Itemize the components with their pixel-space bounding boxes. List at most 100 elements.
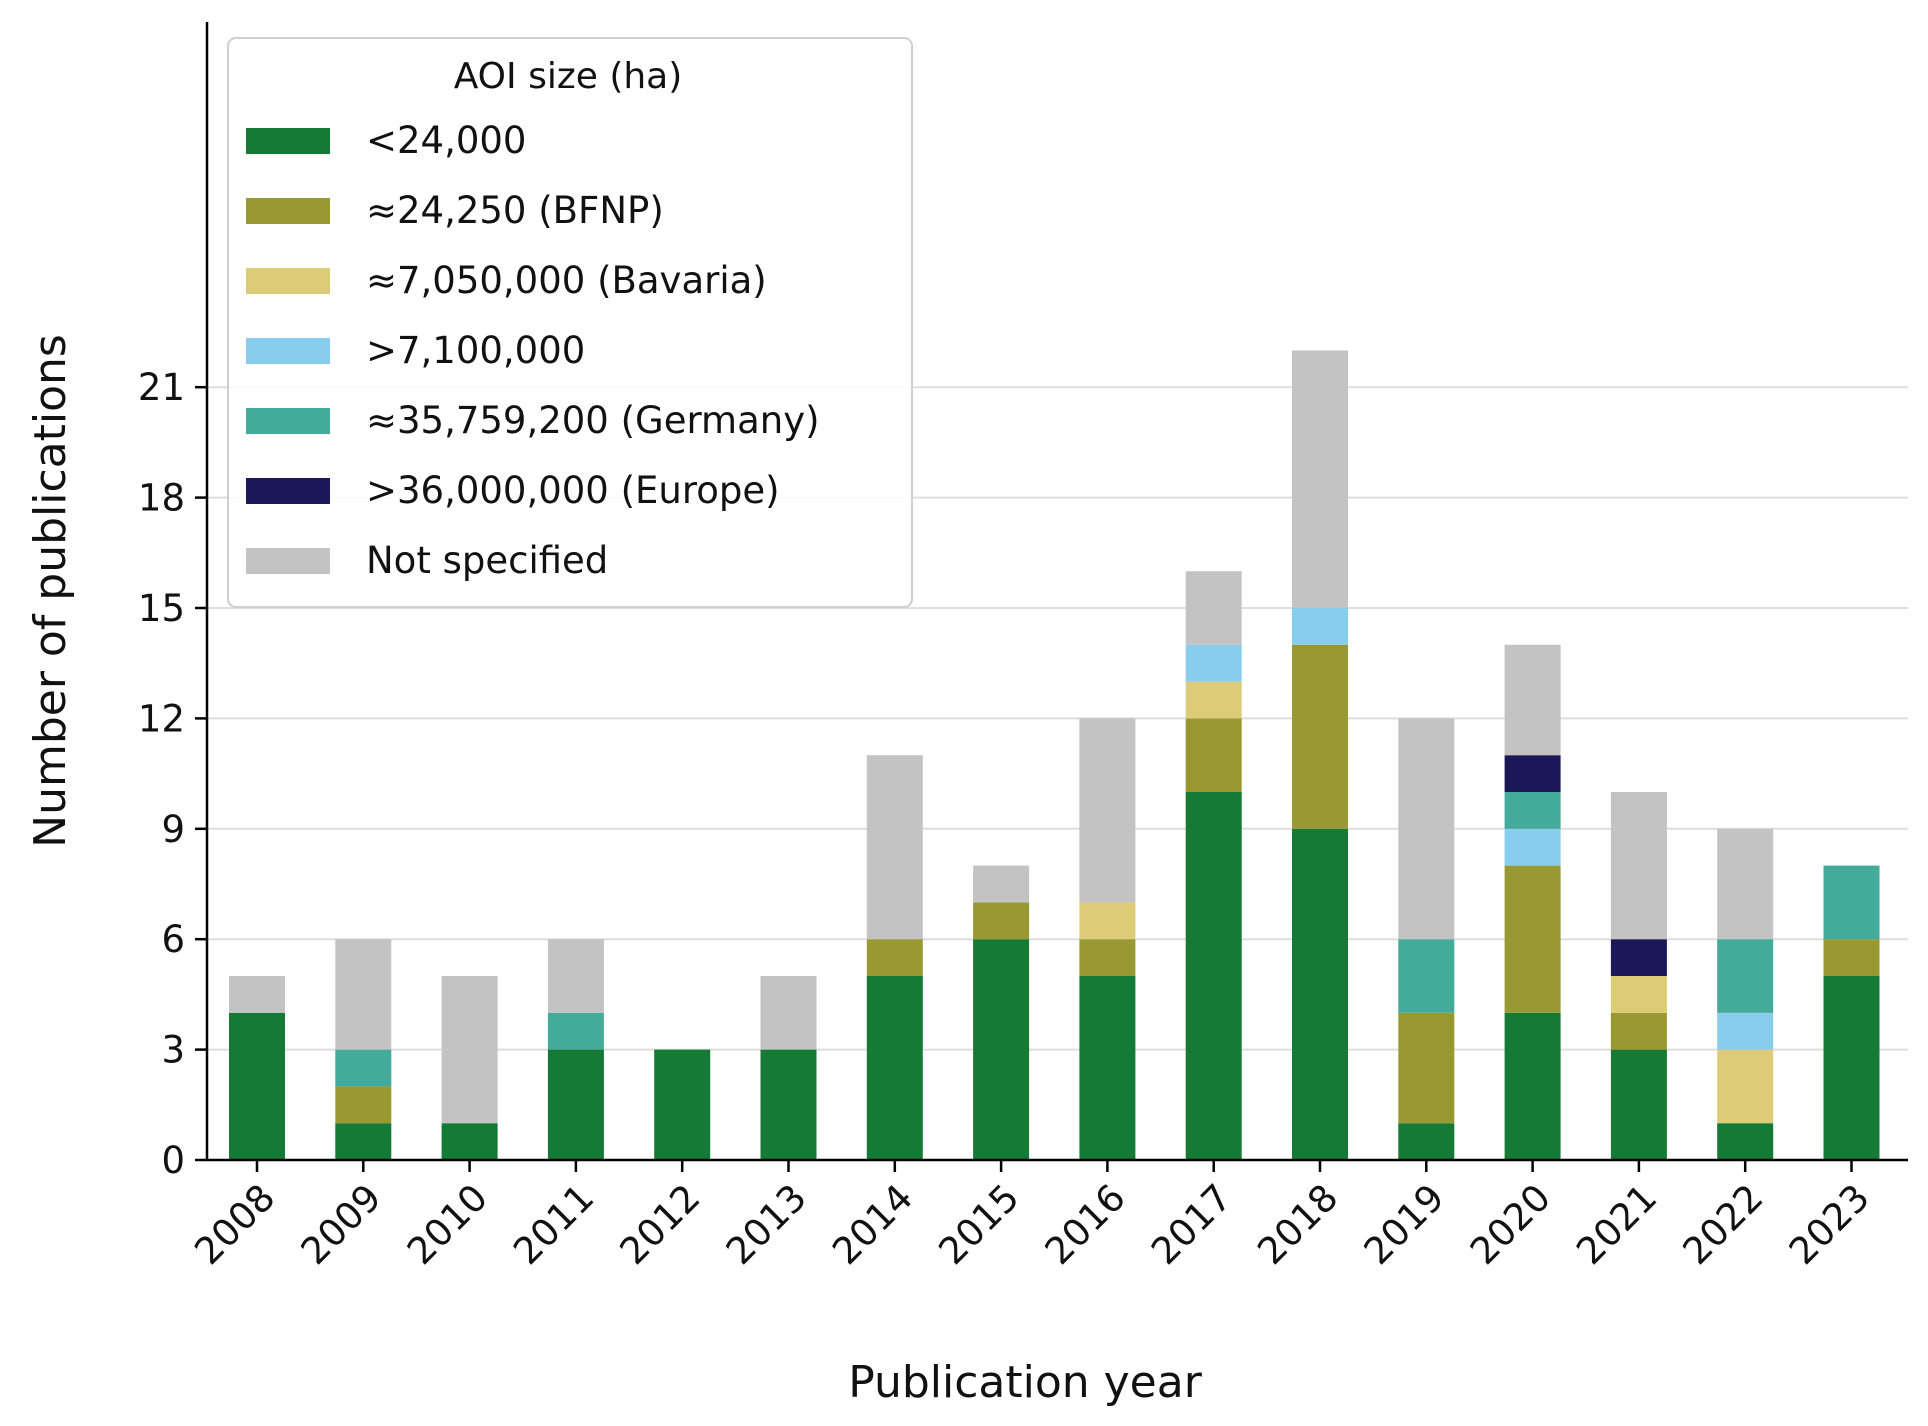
bar-2015-series-1	[973, 902, 1030, 940]
x-tick-label-2023: 2023	[1781, 1176, 1878, 1273]
legend-swatch-1	[246, 198, 330, 224]
x-tick-label-2014: 2014	[824, 1176, 921, 1273]
y-tick-label-9: 9	[161, 808, 185, 851]
y-tick-label-21: 21	[138, 366, 185, 409]
legend-label-3: >7,100,000	[366, 329, 585, 372]
bar-2010-series-6	[441, 976, 498, 1124]
bar-2021-series-2	[1610, 976, 1667, 1013]
bar-2013-series-6	[760, 976, 817, 1050]
legend-box	[227, 37, 913, 608]
bar-2018-series-1	[1292, 644, 1348, 829]
legend-label-2: ≈7,050,000 (Bavaria)	[366, 259, 767, 302]
bar-2022-series-4	[1717, 939, 1774, 1013]
legend-swatch-5	[246, 478, 330, 504]
x-tick-label-2017: 2017	[1143, 1176, 1240, 1273]
legend-swatch-3	[246, 338, 330, 364]
bar-2009-series-0	[335, 1123, 392, 1160]
bar-2022-series-3	[1717, 1012, 1774, 1050]
legend-entries: <24,000 ≈24,250 (BFNP) ≈7,050,000 (Bavaria…	[246, 119, 820, 582]
y-tick-label-15: 15	[138, 587, 185, 630]
bar-2022-series-2	[1717, 1049, 1774, 1124]
bar-2009-series-6	[335, 939, 392, 1050]
bar-2020-series-4	[1504, 792, 1561, 829]
x-tick-label-2009: 2009	[293, 1176, 390, 1273]
bar-2014-series-1	[866, 939, 923, 976]
bar-2023-series-0	[1823, 976, 1880, 1160]
bar-2018-series-6	[1292, 350, 1348, 608]
x-tick-label-2012: 2012	[612, 1176, 709, 1273]
legend-title: AOI size (ha)	[454, 56, 683, 97]
bar-2021-series-6	[1610, 792, 1667, 940]
bar-2016-series-1	[1079, 939, 1136, 976]
y-tick-label-3: 3	[161, 1029, 185, 1072]
bar-2020-series-3	[1504, 828, 1561, 866]
bar-2013-series-0	[760, 1049, 817, 1160]
bar-2019-series-1	[1398, 1012, 1455, 1124]
bar-2022-series-6	[1717, 828, 1774, 940]
legend-swatch-4	[246, 408, 330, 434]
legend-label-1: ≈24,250 (BFNP)	[366, 189, 664, 232]
bar-2011-series-6	[547, 939, 604, 1013]
bar-2017-series-6	[1185, 571, 1242, 645]
x-tick-label-2021: 2021	[1568, 1176, 1665, 1273]
legend-label-0: <24,000	[366, 119, 526, 162]
bar-2008-series-0	[229, 1012, 285, 1160]
legend-swatch-0	[246, 128, 330, 154]
bars	[229, 350, 1880, 1160]
bar-2019-series-0	[1398, 1123, 1455, 1160]
x-tick-label-2018: 2018	[1249, 1176, 1346, 1273]
x-tick-label-2016: 2016	[1037, 1176, 1134, 1273]
bar-2016-series-2	[1079, 902, 1136, 940]
bar-2018-series-0	[1292, 828, 1348, 1160]
bar-2011-series-4	[547, 1012, 604, 1050]
bar-2023-series-4	[1823, 865, 1880, 940]
bar-2020-series-0	[1504, 1012, 1561, 1160]
bar-2017-series-2	[1185, 681, 1242, 719]
bar-2009-series-4	[335, 1049, 392, 1087]
bar-2009-series-1	[335, 1086, 392, 1124]
y-ticks: 0 3 6 9 12 15 18 21	[138, 366, 207, 1182]
legend-label-5: >36,000,000 (Europe)	[366, 469, 780, 512]
x-tick-label-2013: 2013	[718, 1176, 815, 1273]
x-tick-label-2010: 2010	[399, 1176, 496, 1273]
bar-2015-series-6	[973, 865, 1030, 903]
bar-2012-series-0	[654, 1049, 711, 1160]
bar-2018-series-3	[1292, 608, 1348, 645]
bar-2008-series-6	[229, 976, 285, 1013]
bar-2014-series-6	[866, 755, 923, 940]
axes	[205, 22, 1908, 1162]
bar-2011-series-0	[547, 1049, 604, 1160]
bar-2017-series-0	[1185, 792, 1242, 1160]
bar-2019-series-4	[1398, 939, 1455, 1013]
bar-2016-series-6	[1079, 718, 1136, 903]
x-tick-label-2015: 2015	[930, 1176, 1027, 1273]
bar-2021-series-0	[1610, 1049, 1667, 1160]
legend: AOI size (ha) <24,000 ≈24,250 (BFNP) ≈7,05…	[227, 37, 913, 608]
bar-2020-series-5	[1504, 755, 1561, 792]
bar-2022-series-0	[1717, 1123, 1774, 1160]
y-tick-label-0: 0	[161, 1139, 185, 1182]
x-ticks: 2008 2009 2010 2011 2012 2013 2014 2015 2016 2017…	[186, 1160, 1878, 1273]
x-tick-label-2020: 2020	[1462, 1176, 1559, 1273]
legend-swatch-6	[246, 548, 330, 574]
bar-2016-series-0	[1079, 976, 1136, 1160]
bar-2021-series-1	[1610, 1012, 1667, 1050]
bar-2017-series-3	[1185, 644, 1242, 682]
x-tick-label-2019: 2019	[1356, 1176, 1453, 1273]
y-axis-title: Number of publications	[25, 334, 76, 848]
bar-2020-series-1	[1504, 865, 1561, 1013]
y-tick-label-12: 12	[138, 697, 185, 740]
y-tick-label-6: 6	[161, 918, 185, 961]
y-tick-label-18: 18	[138, 477, 185, 520]
legend-label-6: Not specified	[366, 539, 608, 582]
bar-2014-series-0	[866, 976, 923, 1160]
x-axis-title: Publication year	[848, 1357, 1203, 1408]
bar-2023-series-1	[1823, 939, 1880, 976]
x-tick-label-2022: 2022	[1675, 1176, 1772, 1273]
legend-swatch-2	[246, 268, 330, 294]
legend-label-4: ≈35,759,200 (Germany)	[366, 399, 820, 442]
bar-2010-series-0	[441, 1123, 498, 1160]
bar-2017-series-1	[1185, 718, 1242, 792]
bar-2015-series-0	[973, 939, 1030, 1160]
